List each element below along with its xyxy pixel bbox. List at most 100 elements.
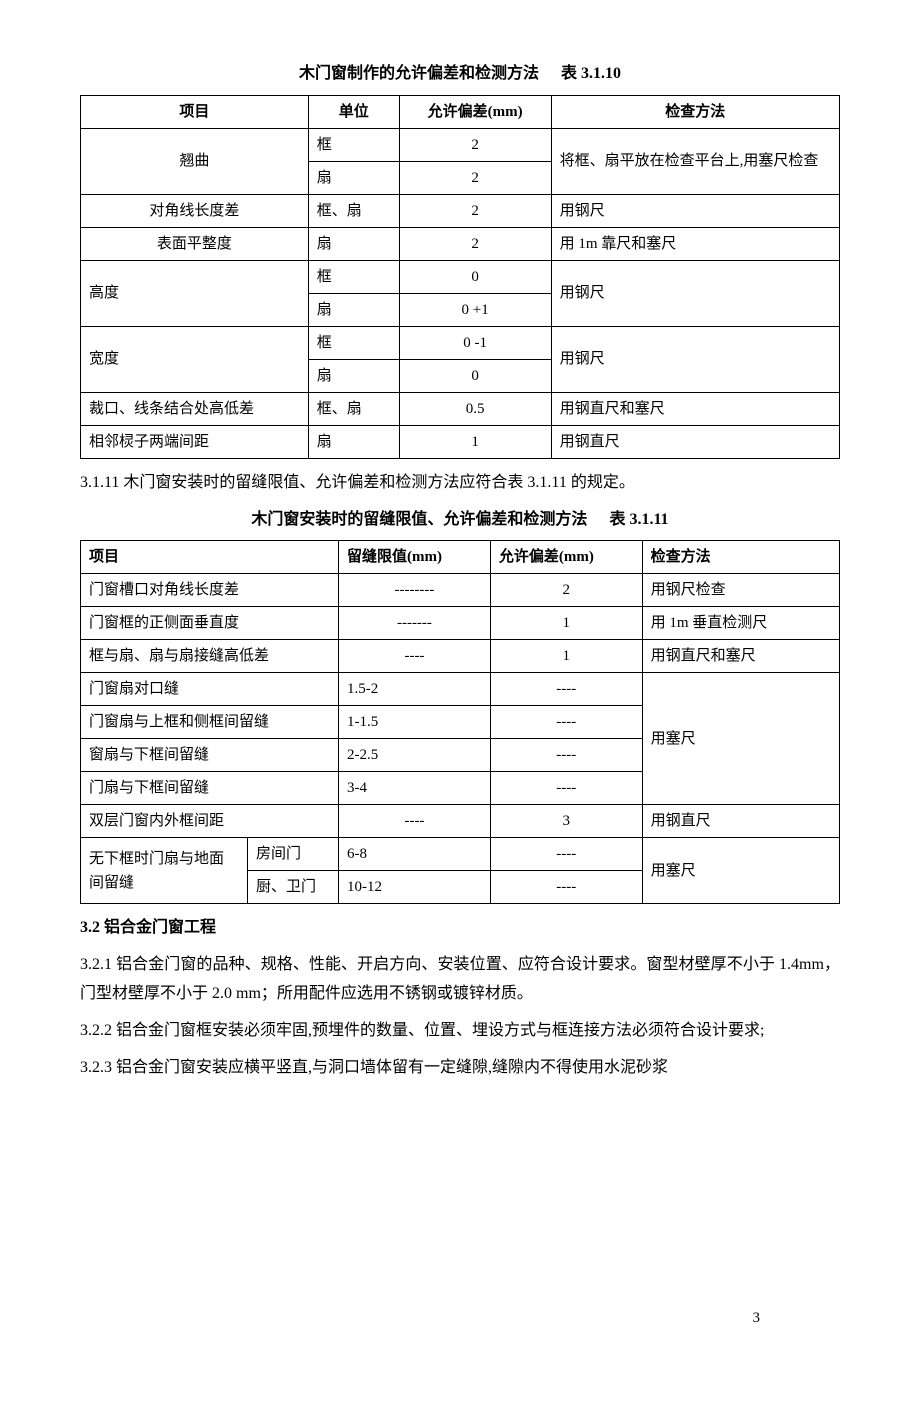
cell-method: 用钢尺 — [551, 326, 839, 392]
cell-dev: 0 — [399, 359, 551, 392]
cell-unit: 框 — [308, 260, 399, 293]
th-gap: 留缝限值(mm) — [339, 541, 491, 574]
table-row: 双层门窗内外框间距 ---- 3 用钢直尺 — [81, 805, 840, 838]
paragraph-3-2-1: 3.2.1 铝合金门窗的品种、规格、性能、开启方向、安装位置、应符合设计要求。窗… — [80, 951, 840, 1009]
cell-dev: 0.5 — [399, 392, 551, 425]
cell-method: 将框、扇平放在检查平台上,用塞尺检查 — [551, 128, 839, 194]
table-row: 裁口、线条结合处高低差 框、扇 0.5 用钢直尺和塞尺 — [81, 392, 840, 425]
table2-title-label: 表 3.1.11 — [609, 506, 668, 535]
th-item: 项目 — [81, 541, 339, 574]
table1-header-row: 项目 单位 允许偏差(mm) 检查方法 — [81, 95, 840, 128]
table-row: 表面平整度 扇 2 用 1m 靠尺和塞尺 — [81, 227, 840, 260]
cell-item-b: 房间门 — [247, 838, 338, 871]
cell-gap: 1.5-2 — [339, 673, 491, 706]
cell-unit: 框 — [308, 128, 399, 161]
cell-item: 相邻棂子两端间距 — [81, 425, 309, 458]
cell-method: 用钢直尺和塞尺 — [642, 640, 839, 673]
th-item: 项目 — [81, 95, 309, 128]
cell-unit: 扇 — [308, 227, 399, 260]
cell-item: 框与扇、扇与扇接缝高低差 — [81, 640, 339, 673]
table1: 项目 单位 允许偏差(mm) 检查方法 翘曲 框 2 将框、扇平放在检查平台上,… — [80, 95, 840, 459]
cell-item: 门窗扇与上框和侧框间留缝 — [81, 706, 339, 739]
cell-unit: 扇 — [308, 359, 399, 392]
cell-item: 门窗框的正侧面垂直度 — [81, 607, 339, 640]
table1-title-main: 木门窗制作的允许偏差和检测方法 — [299, 65, 539, 82]
cell-item: 门扇与下框间留缝 — [81, 772, 339, 805]
cell-item: 双层门窗内外框间距 — [81, 805, 339, 838]
section-3-2-title: 3.2 铝合金门窗工程 — [80, 914, 840, 943]
table1-title-label: 表 3.1.10 — [561, 60, 621, 89]
table-row: 翘曲 框 2 将框、扇平放在检查平台上,用塞尺检查 — [81, 128, 840, 161]
cell-dev: 2 — [399, 161, 551, 194]
cell-dev: ---- — [490, 673, 642, 706]
cell-dev: ---- — [490, 871, 642, 904]
cell-gap: 1-1.5 — [339, 706, 491, 739]
paragraph-3-2-3: 3.2.3 铝合金门窗安装应横平竖直,与洞口墙体留有一定缝隙,缝隙内不得使用水泥… — [80, 1054, 840, 1083]
cell-item: 窗扇与下框间留缝 — [81, 739, 339, 772]
cell-item: 裁口、线条结合处高低差 — [81, 392, 309, 425]
cell-unit: 框、扇 — [308, 194, 399, 227]
cell-gap: -------- — [339, 574, 491, 607]
cell-unit: 框 — [308, 326, 399, 359]
table-row: 框与扇、扇与扇接缝高低差 ---- 1 用钢直尺和塞尺 — [81, 640, 840, 673]
table-row: 门窗槽口对角线长度差 -------- 2 用钢尺检查 — [81, 574, 840, 607]
paragraph-3-2-2: 3.2.2 铝合金门窗框安装必须牢固,预埋件的数量、位置、埋设方式与框连接方法必… — [80, 1017, 840, 1046]
cell-item: 表面平整度 — [81, 227, 309, 260]
table-row: 门窗扇对口缝 1.5-2 ---- 用塞尺 — [81, 673, 840, 706]
table-row: 门窗框的正侧面垂直度 ------- 1 用 1m 垂直检测尺 — [81, 607, 840, 640]
cell-unit: 扇 — [308, 161, 399, 194]
cell-unit: 框、扇 — [308, 392, 399, 425]
table2-title-main: 木门窗安装时的留缝限值、允许偏差和检测方法 — [251, 511, 587, 528]
cell-dev: 1 — [490, 640, 642, 673]
cell-gap: 2-2.5 — [339, 739, 491, 772]
cell-gap: 6-8 — [339, 838, 491, 871]
cell-method: 用钢尺 — [551, 260, 839, 326]
th-method: 检查方法 — [551, 95, 839, 128]
table-row: 相邻棂子两端间距 扇 1 用钢直尺 — [81, 425, 840, 458]
cell-dev: 2 — [399, 227, 551, 260]
cell-dev: 1 — [490, 607, 642, 640]
cell-dev: 3 — [490, 805, 642, 838]
th-deviation: 允许偏差(mm) — [399, 95, 551, 128]
table2-header-row: 项目 留缝限值(mm) 允许偏差(mm) 检查方法 — [81, 541, 840, 574]
page-number: 3 — [753, 1305, 761, 1332]
cell-dev: 2 — [490, 574, 642, 607]
table-row: 高度 框 0 用钢尺 — [81, 260, 840, 293]
cell-method: 用塞尺 — [642, 838, 839, 904]
th-method: 检查方法 — [642, 541, 839, 574]
cell-method: 用钢尺 — [551, 194, 839, 227]
cell-gap: ---- — [339, 805, 491, 838]
cell-method: 用钢尺检查 — [642, 574, 839, 607]
th-deviation: 允许偏差(mm) — [490, 541, 642, 574]
cell-unit: 扇 — [308, 293, 399, 326]
cell-method: 用 1m 靠尺和塞尺 — [551, 227, 839, 260]
cell-method: 用塞尺 — [642, 673, 839, 805]
cell-dev: 1 — [399, 425, 551, 458]
cell-dev: ---- — [490, 772, 642, 805]
cell-item: 门窗扇对口缝 — [81, 673, 339, 706]
cell-dev: 2 — [399, 128, 551, 161]
cell-item: 翘曲 — [81, 128, 309, 194]
cell-dev: 0 — [399, 260, 551, 293]
cell-item: 宽度 — [81, 326, 309, 392]
cell-gap: ------- — [339, 607, 491, 640]
paragraph-3-1-11: 3.1.11 木门窗安装时的留缝限值、允许偏差和检测方法应符合表 3.1.11 … — [80, 469, 840, 498]
cell-item: 门窗槽口对角线长度差 — [81, 574, 339, 607]
cell-method: 用 1m 垂直检测尺 — [642, 607, 839, 640]
table-row: 对角线长度差 框、扇 2 用钢尺 — [81, 194, 840, 227]
cell-dev: 0 -1 — [399, 326, 551, 359]
table2-title: 木门窗安装时的留缝限值、允许偏差和检测方法 表 3.1.11 — [80, 506, 840, 535]
cell-item: 高度 — [81, 260, 309, 326]
cell-dev: 2 — [399, 194, 551, 227]
cell-dev: ---- — [490, 706, 642, 739]
cell-dev: ---- — [490, 739, 642, 772]
cell-method: 用钢直尺 — [642, 805, 839, 838]
cell-unit: 扇 — [308, 425, 399, 458]
cell-dev: 0 +1 — [399, 293, 551, 326]
cell-item: 对角线长度差 — [81, 194, 309, 227]
cell-method: 用钢直尺和塞尺 — [551, 392, 839, 425]
cell-item-a: 无下框时门扇与地面间留缝 — [81, 838, 248, 904]
table-row: 无下框时门扇与地面间留缝 房间门 6-8 ---- 用塞尺 — [81, 838, 840, 871]
table1-title: 木门窗制作的允许偏差和检测方法 表 3.1.10 — [80, 60, 840, 89]
cell-method: 用钢直尺 — [551, 425, 839, 458]
